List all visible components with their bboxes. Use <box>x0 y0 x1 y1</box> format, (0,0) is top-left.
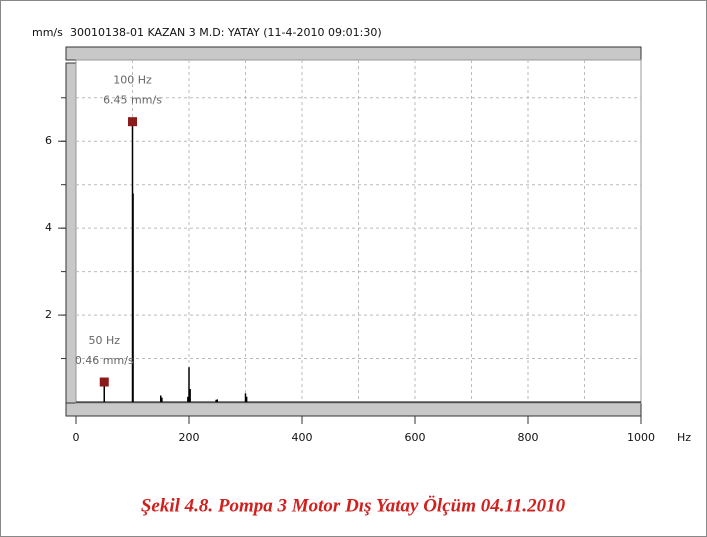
peak-marker <box>128 117 137 127</box>
bottom-bar <box>65 402 642 417</box>
x-tick-label: 0 <box>73 431 80 444</box>
plot-area <box>75 59 642 404</box>
x-tick-label: 600 <box>405 431 426 444</box>
y-tick-label: 4 <box>45 221 52 234</box>
x-tick-label: 1000 <box>627 431 655 444</box>
x-tick-label: 400 <box>292 431 313 444</box>
x-tick-label: 200 <box>179 431 200 444</box>
peak-label: 100 Hz <box>113 74 152 87</box>
y-tick-label: 6 <box>45 134 52 147</box>
caption: Şekil 4.8. Pompa 3 Motor Dış Yatay Ölçüm… <box>141 495 566 516</box>
peak-label: 6.45 mm/s <box>103 94 162 107</box>
y-tick-label: 2 <box>45 308 52 321</box>
peak-label: 0.46 mm/s <box>75 354 134 367</box>
peak-marker <box>99 377 109 387</box>
top-bar <box>65 46 642 61</box>
y-axis-label: mm/s <box>32 26 63 39</box>
left-bar <box>65 62 77 404</box>
x-axis-label: Hz <box>677 431 691 444</box>
chart-title: 30010138-01 KAZAN 3 M.D: YATAY (11-4-201… <box>70 26 382 39</box>
x-tick-label: 800 <box>518 431 539 444</box>
peak-label: 50 Hz <box>88 334 120 347</box>
